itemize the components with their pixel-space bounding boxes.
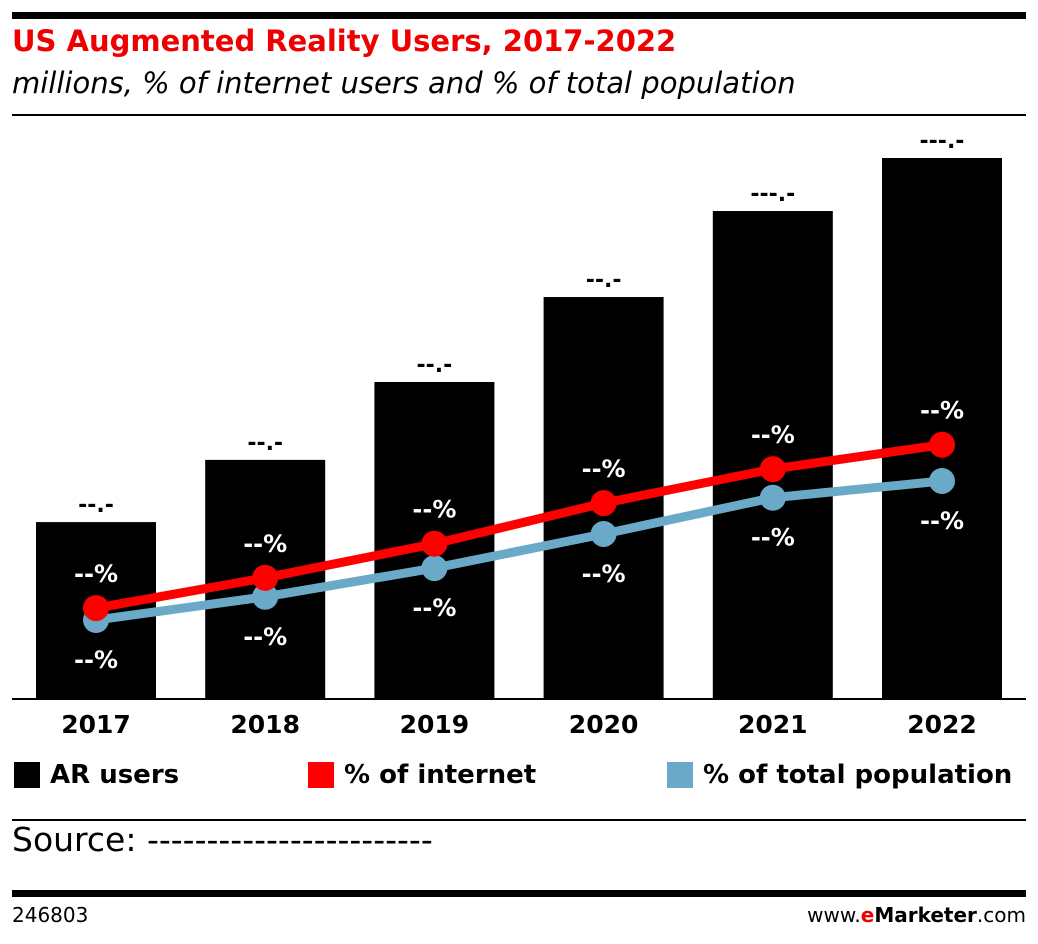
- point-internet: [252, 564, 279, 591]
- chart-plot: --.- 2017 --.- 2018 --.- 2019 --.- 2020 ---.- 202…: [12, 129, 1026, 739]
- bar-2022: [882, 158, 1002, 699]
- chart-title: US Augmented Reality Users, 2017-2022: [12, 24, 677, 58]
- point-label: --%: [412, 594, 456, 622]
- point-internet: [929, 431, 955, 458]
- legend-swatch: [667, 762, 693, 788]
- bar-2021: [712, 211, 833, 699]
- bar-label: --.-: [247, 431, 283, 456]
- top-bar: [12, 12, 1026, 19]
- source-note: Source: ------------------------: [12, 820, 433, 859]
- point-label: --%: [243, 530, 287, 558]
- bottom-bar: [12, 890, 1026, 897]
- point-internet: [590, 490, 617, 517]
- x-tick-label: 2018: [230, 710, 300, 739]
- point-label: --%: [243, 623, 287, 651]
- point-population: [252, 583, 279, 610]
- point-population: [590, 520, 617, 547]
- chart-subtitle: millions, % of internet users and % of t…: [12, 66, 796, 100]
- point-label: --%: [582, 455, 626, 483]
- point-label: --%: [751, 524, 795, 552]
- divider: [12, 819, 1026, 821]
- bar-label: ---.-: [750, 182, 795, 207]
- bar-label: --.-: [586, 268, 622, 293]
- legend-label: % of internet: [344, 760, 537, 790]
- legend-swatch: [14, 762, 40, 788]
- x-tick-label: 2017: [61, 710, 131, 739]
- point-label: --%: [74, 646, 118, 674]
- point-internet: [83, 595, 109, 622]
- bar-label: --.-: [78, 493, 114, 518]
- legend-population: % of total population: [667, 760, 1012, 790]
- x-tick-label: 2021: [738, 710, 808, 739]
- point-population: [759, 484, 786, 511]
- x-tick-label: 2020: [569, 710, 639, 739]
- bar-label: --.-: [417, 353, 453, 378]
- brand-logo: www.eMarketer.com: [807, 903, 1026, 927]
- legend-label: % of total population: [703, 760, 1013, 790]
- point-internet: [759, 456, 786, 483]
- point-population: [929, 467, 955, 494]
- x-tick-label: 2019: [400, 710, 470, 739]
- point-label: --%: [582, 560, 626, 588]
- point-label: --%: [920, 397, 964, 425]
- line-population: [95, 476, 943, 625]
- legend-swatch: [308, 762, 334, 788]
- point-internet: [421, 530, 448, 557]
- point-label: --%: [412, 496, 456, 524]
- point-label: --%: [920, 507, 964, 535]
- legend-internet: % of internet: [308, 760, 536, 790]
- line-internet: [95, 440, 943, 613]
- point-label: --%: [751, 421, 795, 449]
- legend-label: AR users: [50, 760, 180, 790]
- point-label: --%: [74, 560, 118, 588]
- point-population: [421, 555, 448, 582]
- legend-ar-users: AR users: [14, 760, 179, 790]
- chart-id: 246803: [12, 903, 89, 927]
- divider: [12, 114, 1026, 116]
- x-tick-label: 2022: [907, 710, 977, 739]
- bar-label: ---.-: [920, 129, 965, 154]
